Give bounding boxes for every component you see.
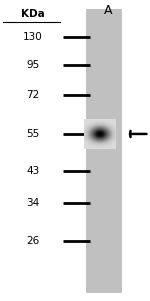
Text: 130: 130 [23,32,43,42]
Text: 43: 43 [26,166,40,176]
Text: 26: 26 [26,236,40,246]
Text: 34: 34 [26,198,40,208]
Text: KDa: KDa [21,8,45,19]
Bar [86,9,122,293]
Text: 55: 55 [26,129,40,139]
Text: A: A [104,4,112,17]
Text: 95: 95 [26,60,40,70]
Text: 72: 72 [26,90,40,100]
